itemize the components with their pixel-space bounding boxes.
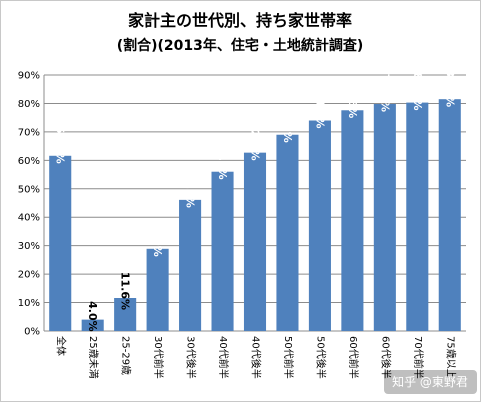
- data-label: 28.9%: [151, 219, 164, 257]
- data-label: 69.0%: [281, 105, 294, 143]
- x-tick-label: 60代後半: [379, 336, 392, 379]
- y-tick-label: 50%: [18, 184, 40, 195]
- x-tick-label: 25-29歳: [120, 336, 132, 375]
- data-labels: 61.6% 4.0% 11.6% 28.9% 46.1% 56.0% 62.7% 69.0% 7…: [54, 69, 457, 332]
- bar: [49, 155, 72, 331]
- data-label: 4.0%: [86, 301, 99, 332]
- bar: [81, 319, 104, 331]
- y-tick-label: 60%: [18, 156, 40, 167]
- x-tick-label: 70代前半: [412, 336, 425, 379]
- y-tick-label: 10%: [18, 298, 40, 309]
- x-tick-label: 60代前半: [347, 336, 360, 379]
- x-tick-label: 50代後半: [314, 336, 327, 379]
- bar: [211, 171, 234, 331]
- data-label: 74.0%: [313, 90, 326, 128]
- y-tick-label: 30%: [18, 241, 40, 252]
- chart-title: 家計主の世代別、持ち家世帯率: [128, 11, 352, 30]
- y-tick-label: 70%: [18, 127, 40, 138]
- chart-subtitle: (割合)(2013年、住宅・土地統計調査): [117, 37, 364, 54]
- category-labels: 全体 25歳未満 25-29歳 30代前半 30代後半 40代前半 40代後半 50代前半 50…: [55, 336, 457, 379]
- bar: [114, 298, 137, 331]
- bar: [308, 120, 331, 331]
- bar: [179, 199, 202, 331]
- data-label: 79.8%: [378, 74, 391, 112]
- x-tick-label: 全体: [55, 336, 68, 356]
- data-label: 62.7%: [249, 122, 262, 160]
- bar: [406, 102, 429, 331]
- bar: [341, 110, 364, 331]
- x-tick-label: 40代前半: [217, 336, 230, 379]
- watermark: 知乎 @東野君: [384, 370, 477, 394]
- watermark-text: 知乎 @東野君: [392, 375, 468, 389]
- bars: [49, 99, 461, 331]
- y-tick-label: 90%: [18, 71, 40, 82]
- bar: [243, 152, 267, 331]
- bar: [146, 248, 169, 331]
- x-tick-label: 30代前半: [152, 336, 165, 379]
- x-tick-label: 75歳以上: [444, 336, 456, 379]
- bar: [276, 134, 299, 331]
- bar: [373, 104, 396, 331]
- data-label: 81.5%: [443, 69, 456, 107]
- data-label: 56.0%: [216, 142, 229, 180]
- data-label: 80.3%: [411, 72, 424, 110]
- x-tick-label: 25歳未満: [87, 336, 99, 379]
- y-tick-label: 20%: [18, 270, 40, 281]
- data-label: 61.6%: [54, 126, 67, 164]
- x-tick-label: 30代後半: [185, 336, 198, 379]
- y-tick-label: 80%: [18, 99, 40, 110]
- y-tick-label: 0%: [24, 327, 40, 338]
- data-label: 77.6%: [346, 80, 359, 118]
- bar: [438, 99, 461, 331]
- data-label: 46.1%: [184, 170, 197, 208]
- x-tick-label: 40代後半: [250, 336, 263, 379]
- y-tick-label: 40%: [18, 213, 40, 224]
- x-tick-label: 50代前半: [282, 336, 295, 379]
- watermark-backdrop: [384, 370, 477, 394]
- data-label: 11.6%: [119, 272, 132, 310]
